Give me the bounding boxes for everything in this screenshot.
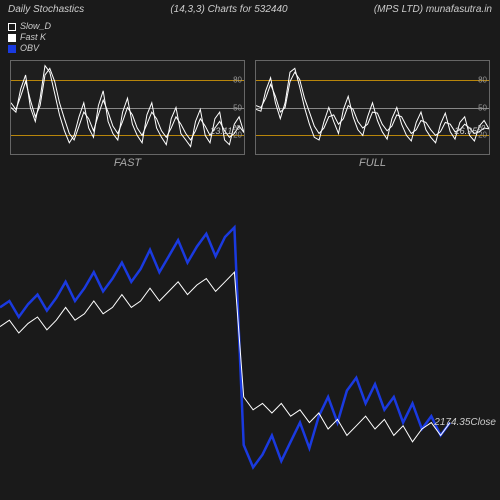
title-left: Daily Stochastics xyxy=(8,4,84,15)
stoch-lines xyxy=(256,61,489,154)
legend-item: Fast K xyxy=(8,32,492,43)
panel-fast-label: FAST xyxy=(10,157,245,169)
legend-item: Slow_D xyxy=(8,21,492,32)
panel-value: 26.9520 xyxy=(455,125,485,136)
main-chart: 2174.35Close xyxy=(0,173,500,493)
legend: Slow_DFast KOBV xyxy=(0,19,500,56)
panel-value: 23.1120 xyxy=(210,125,240,136)
legend-swatch xyxy=(8,34,16,42)
legend-text: Slow_D xyxy=(20,21,51,32)
legend-swatch xyxy=(8,45,16,53)
stoch-lines xyxy=(11,61,244,154)
main-lines xyxy=(0,173,500,493)
panel-full-label: FULL xyxy=(255,157,490,169)
stoch-panels: 20508023.1120 FAST 20508026.9520 FULL xyxy=(0,56,500,173)
legend-item: OBV xyxy=(8,43,492,54)
header: Daily Stochastics (14,3,3) Charts for 53… xyxy=(0,0,500,19)
legend-swatch xyxy=(8,23,16,31)
legend-text: Fast K xyxy=(20,32,46,43)
panel-full: 20508026.9520 xyxy=(255,60,490,155)
panel-fast: 20508023.1120 xyxy=(10,60,245,155)
legend-text: OBV xyxy=(20,43,39,54)
close-label: 2174.35Close xyxy=(434,417,496,428)
panel-fast-wrap: 20508023.1120 FAST xyxy=(10,60,245,169)
panel-full-wrap: 20508026.9520 FULL xyxy=(255,60,490,169)
title-right: (MPS LTD) munafasutra.in xyxy=(374,4,492,15)
title-center: (14,3,3) Charts for 532440 xyxy=(170,4,287,15)
